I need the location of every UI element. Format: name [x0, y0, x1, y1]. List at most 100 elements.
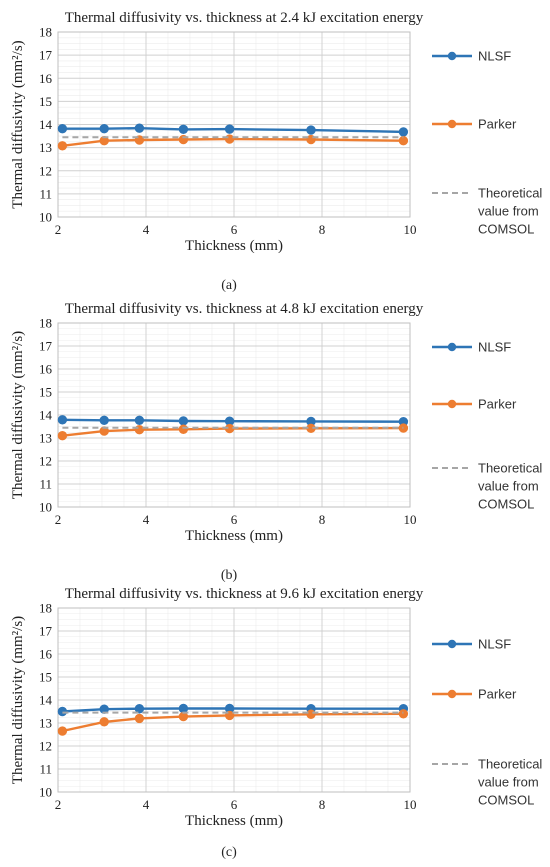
x-tick-label: 2	[55, 222, 62, 237]
y-tick-label: 16	[39, 647, 53, 662]
legend-label: Parker	[478, 687, 517, 702]
y-tick-label: 10	[39, 785, 52, 800]
x-tick-label: 6	[231, 222, 238, 237]
x-axis-label: Thickness (mm)	[185, 238, 283, 254]
x-tick-label: 6	[231, 512, 238, 527]
legend-label: NLSF	[478, 49, 511, 64]
x-tick-label: 8	[319, 797, 326, 812]
legend-label-line: value from	[478, 775, 539, 790]
plot-area-border	[57, 607, 411, 793]
y-tick-label: 14	[39, 408, 53, 423]
parker-data-point	[178, 711, 189, 722]
parker-data-point	[306, 709, 316, 719]
y-tick-label: 14	[39, 693, 53, 708]
y-tick-label: 11	[39, 186, 52, 201]
x-tick-label: 6	[231, 797, 238, 812]
x-tick-label: 4	[143, 222, 150, 237]
legend-label-line: COMSOL	[478, 222, 534, 237]
x-axis-label: Thickness (mm)	[185, 528, 283, 544]
legend-label-line: Theoretical	[478, 757, 542, 772]
parker-data-point	[224, 134, 235, 144]
legend-label-line: COMSOL	[478, 793, 534, 808]
y-tick-label: 10	[39, 210, 52, 225]
x-tick-label: 10	[404, 797, 417, 812]
x-tick-label: 4	[143, 512, 150, 527]
y-tick-label: 16	[39, 71, 53, 86]
y-tick-label: 15	[39, 94, 52, 109]
nlsf-data-point	[57, 415, 68, 425]
y-tick-label: 10	[39, 500, 52, 515]
plot-area-border	[57, 31, 411, 218]
x-tick-label: 10	[404, 222, 417, 237]
nlsf-data-point	[134, 123, 145, 133]
x-tick-label: 2	[55, 797, 62, 812]
nlsf-data-point	[134, 704, 145, 714]
legend-marker	[447, 51, 457, 61]
nlsf-data-point	[178, 124, 189, 135]
y-tick-label: 17	[39, 624, 53, 639]
nlsf-data-point	[99, 415, 109, 425]
y-tick-label: 12	[39, 163, 52, 178]
y-tick-label: 17	[39, 48, 53, 63]
parker-data-point	[398, 709, 409, 719]
parker-data-point	[134, 713, 145, 724]
y-tick-label: 18	[39, 25, 52, 40]
y-tick-label: 11	[39, 477, 52, 492]
nlsf-data-point	[306, 125, 316, 135]
y-tick-label: 11	[39, 762, 52, 777]
parker-data-point	[99, 717, 109, 727]
parker-data-point	[178, 424, 189, 434]
legend-marker	[447, 119, 457, 129]
parker-data-point	[57, 726, 68, 736]
y-tick-label: 17	[39, 339, 53, 354]
chart-panel-3: Thermal diffusivity vs. thickness at 9.6…	[10, 586, 542, 860]
y-axis-label: Thermal diffusivity (mm²/s)	[10, 331, 26, 499]
parker-data-point	[57, 431, 68, 441]
legend-label: NLSF	[478, 340, 511, 355]
legend-label-line: Theoretical	[478, 461, 542, 476]
x-tick-label: 2	[55, 512, 62, 527]
x-axis-label: Thickness (mm)	[185, 813, 283, 829]
chart-panel-2: Thermal diffusivity vs. thickness at 4.8…	[10, 301, 542, 583]
legend-label: Theoretical value from COMSOL	[478, 461, 542, 512]
legend-marker	[447, 342, 457, 352]
nlsf-data-point	[99, 123, 109, 134]
legend-label-line: value from	[478, 479, 539, 494]
y-tick-label: 15	[39, 670, 52, 685]
x-tick-label: 4	[143, 797, 150, 812]
y-axis-label: Thermal diffusivity (mm²/s)	[10, 616, 26, 784]
nlsf-data-point	[134, 415, 145, 425]
nlsf-data-point	[178, 703, 189, 714]
legend-marker	[447, 639, 457, 649]
chart-panel-1: Thermal diffusivity vs. thickness at 2.4…	[10, 10, 542, 293]
legend-label-line: Theoretical	[478, 186, 542, 201]
legend-label-line: value from	[478, 204, 539, 219]
chart-title: Thermal diffusivity vs. thickness at 9.6…	[65, 586, 424, 602]
x-tick-label: 10	[404, 512, 417, 527]
x-tick-label: 8	[319, 512, 326, 527]
legend-label: Theoretical value from COMSOL	[478, 186, 542, 237]
parker-data-point	[57, 141, 68, 151]
y-axis-label: Thermal diffusivity (mm²/s)	[10, 40, 26, 208]
legend-label: Parker	[478, 117, 517, 132]
nlsf-data-point	[224, 124, 235, 134]
x-tick-label: 8	[319, 222, 326, 237]
y-tick-label: 16	[39, 362, 53, 377]
nlsf-data-point	[398, 127, 409, 137]
panel-label: (a)	[221, 278, 237, 293]
legend-label: Parker	[478, 397, 517, 412]
legend-label: NLSF	[478, 637, 511, 652]
nlsf-data-point	[57, 706, 68, 717]
y-tick-label: 14	[39, 117, 53, 132]
legend-label-line: COMSOL	[478, 497, 534, 512]
y-tick-label: 12	[39, 739, 52, 754]
plot-area-border	[57, 322, 411, 508]
y-tick-label: 13	[39, 716, 52, 731]
chart-title: Thermal diffusivity vs. thickness at 2.4…	[65, 10, 424, 26]
legend-label: Theoretical value from COMSOL	[478, 757, 542, 808]
y-tick-label: 13	[39, 140, 52, 155]
legend-marker	[447, 689, 457, 699]
y-tick-label: 18	[39, 601, 52, 616]
panel-label: (b)	[221, 568, 238, 583]
